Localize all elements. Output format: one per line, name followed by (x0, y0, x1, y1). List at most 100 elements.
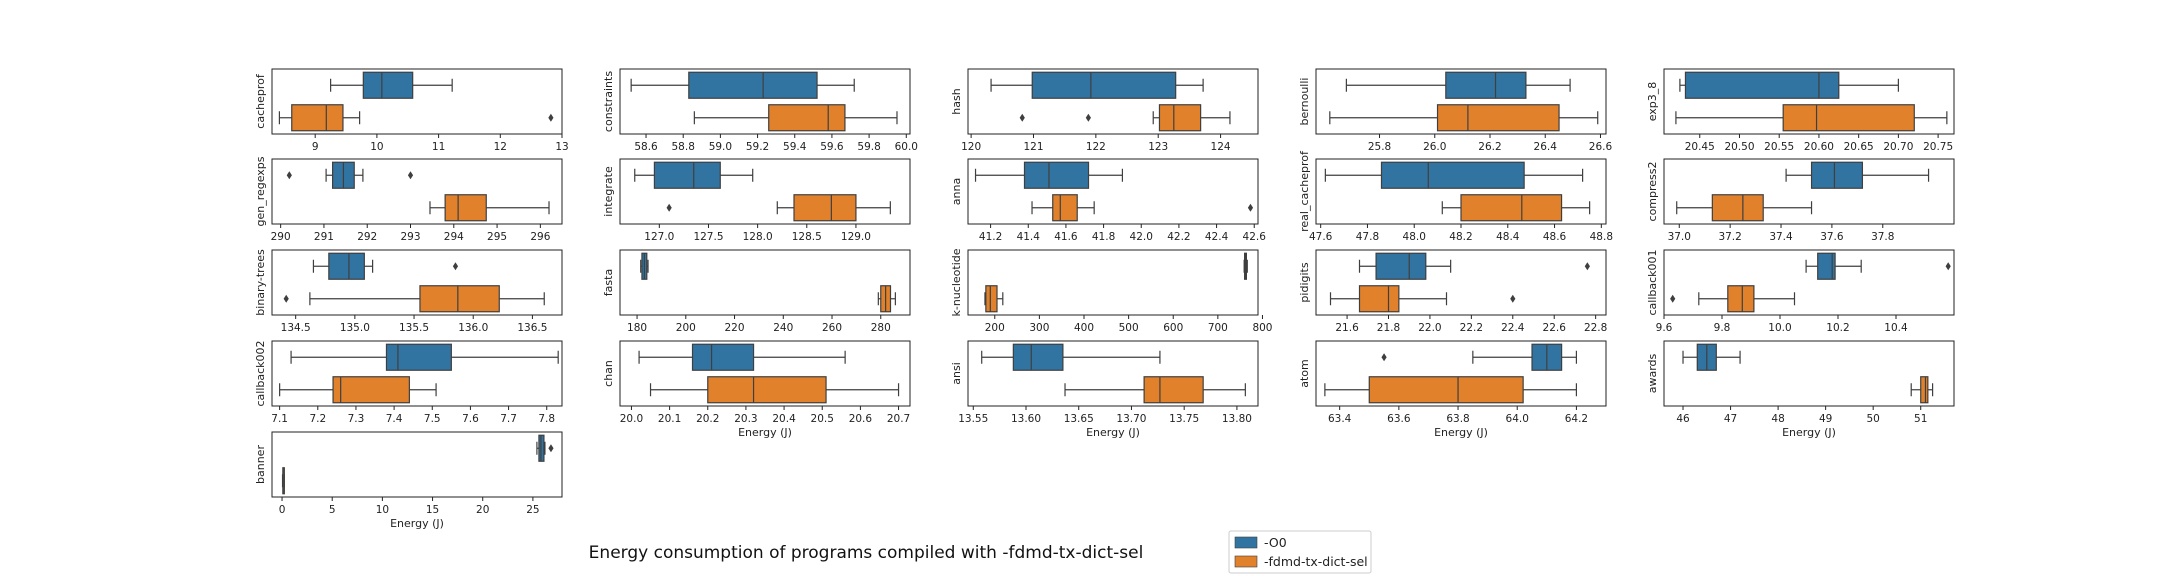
box-sel (1368, 376, 1524, 404)
x-tick-label: 400 (1074, 322, 1094, 334)
y-axis-label: compress2 (1646, 162, 1659, 222)
x-tick-label: 21.8 (1377, 322, 1400, 334)
x-tick-label: 41.6 (1054, 231, 1078, 243)
x-tick-label: 41.8 (1092, 231, 1115, 243)
x-tick-label: 296 (530, 231, 550, 243)
box-o0 (1375, 252, 1427, 280)
x-tick-label: 58.8 (672, 141, 695, 153)
x-tick-label: 37.2 (1718, 231, 1741, 243)
panel-atom: 63.4 63.6 63.8 64.0 64.2 atom Energy (J) (1298, 340, 1607, 439)
x-tick-label: 20.5 (811, 413, 834, 425)
axes-frame (271, 68, 563, 135)
x-tick-label: 22.0 (1418, 322, 1441, 334)
x-tick-label: 64.2 (1565, 413, 1588, 425)
legend-label-sel: -fdmd-tx-dict-sel (1264, 554, 1368, 569)
axes-frame (1663, 158, 1955, 225)
axes-frame (1315, 68, 1607, 135)
x-tick-label: 300 (1029, 322, 1049, 334)
y-axis-label: chan (602, 360, 615, 387)
box-o0 (688, 71, 818, 99)
axes-frame (271, 249, 563, 316)
outlier-sel (1510, 294, 1516, 303)
y-axis-label: binary-trees (254, 249, 267, 316)
outlier-o0 (452, 262, 459, 271)
x-tick-label: 9.6 (1656, 322, 1673, 334)
x-tick-label: 294 (444, 231, 464, 243)
x-tick-label: 20.3 (734, 413, 757, 425)
panel-binary-trees: 134.5 135.0 135.5 136.0 136.5 binary-trees (254, 249, 563, 334)
x-tick-label: 22.6 (1543, 322, 1567, 334)
y-axis-label: callback002 (254, 340, 267, 406)
x-tick-label: 37.6 (1820, 231, 1844, 243)
axes-frame (967, 249, 1259, 316)
y-axis-label: constraints (602, 71, 615, 132)
x-tick-label: 11 (432, 141, 445, 153)
x-tick-label: 280 (871, 322, 891, 334)
figure-title: Energy consumption of programs compiled … (589, 543, 1144, 563)
axes-frame (619, 249, 911, 316)
x-tick-label: 127.0 (644, 231, 674, 243)
outlier-o0 (1945, 262, 1951, 271)
axes-frame (1663, 68, 1955, 135)
axes-frame (619, 158, 911, 225)
axes-frame (967, 68, 1259, 135)
box-sel (1052, 194, 1078, 222)
x-tick-label: 7.8 (538, 413, 555, 425)
x-tick-label: 20.60 (1804, 141, 1834, 153)
x-tick-label: 48.0 (1403, 231, 1426, 243)
y-axis-label: awards (1646, 353, 1659, 393)
x-tick-label: 13.65 (1064, 413, 1094, 425)
x-tick-label: 9 (312, 141, 319, 153)
y-axis-label: exp3_8 (1646, 82, 1659, 122)
x-axis-label: Energy (J) (1434, 426, 1488, 439)
x-tick-label: 13.80 (1222, 413, 1252, 425)
x-tick-label: 127.5 (693, 231, 723, 243)
x-tick-label: 13.55 (958, 413, 988, 425)
x-tick-label: 48.6 (1543, 231, 1567, 243)
panel-ansi: 13.55 13.60 13.65 13.70 13.75 13.80 ansi Energy… (950, 340, 1259, 439)
x-tick-label: 240 (773, 322, 793, 334)
box-sel (985, 285, 998, 313)
panel-integrate: 127.0 127.5 128.0 128.5 129.0 integrate (602, 158, 911, 243)
outlier-sel (1670, 294, 1676, 303)
box-sel (768, 104, 846, 132)
legend-swatch-sel (1234, 555, 1258, 568)
panel-cacheprof: 9 10 11 12 13 cacheprof (254, 68, 569, 153)
panel-banner: 0 5 10 15 20 25 banner Energy (J) (254, 431, 563, 530)
box-sel (1920, 376, 1929, 404)
y-axis-label: integrate (602, 166, 615, 217)
x-tick-label: 134.5 (281, 322, 311, 334)
x-tick-label: 42.6 (1243, 231, 1267, 243)
outlier-sel (1247, 203, 1254, 212)
y-axis-label: banner (254, 445, 267, 484)
x-tick-label: 59.8 (857, 141, 880, 153)
axes-frame (271, 431, 563, 498)
x-tick-label: 15 (426, 504, 439, 516)
x-tick-label: 26.4 (1534, 141, 1558, 153)
x-tick-label: 10.2 (1826, 322, 1849, 334)
outlier-o0 (548, 444, 554, 453)
panel-hash: 120 121 122 123 124 hash (950, 68, 1259, 153)
x-tick-label: 20.45 (1685, 141, 1715, 153)
x-tick-label: 22.8 (1584, 322, 1607, 334)
x-tick-label: 7.3 (348, 413, 365, 425)
x-tick-label: 800 (1252, 322, 1272, 334)
x-tick-label: 220 (725, 322, 745, 334)
axes-frame (271, 158, 563, 225)
panel-pidigits: 21.6 21.8 22.0 22.2 22.4 22.6 22.8 pidigits (1298, 249, 1607, 334)
x-tick-label: 25.8 (1368, 141, 1391, 153)
x-tick-label: 135.5 (399, 322, 429, 334)
box-o0 (362, 71, 414, 99)
x-tick-label: 59.4 (783, 141, 807, 153)
y-axis-label: real_cacheprof (1298, 150, 1311, 232)
x-tick-label: 20.7 (887, 413, 910, 425)
x-tick-label: 200 (985, 322, 1005, 334)
x-tick-label: 10 (370, 141, 383, 153)
x-tick-label: 49 (1819, 413, 1832, 425)
panel-real_cacheprof: 47.6 47.8 48.0 48.2 48.4 48.6 48.8 real_cachepr… (1298, 150, 1613, 243)
x-tick-label: 41.4 (1017, 231, 1041, 243)
legend: -O0 -fdmd-tx-dict-sel (1228, 530, 1372, 574)
x-tick-label: 120 (961, 141, 981, 153)
x-tick-label: 13.75 (1169, 413, 1199, 425)
